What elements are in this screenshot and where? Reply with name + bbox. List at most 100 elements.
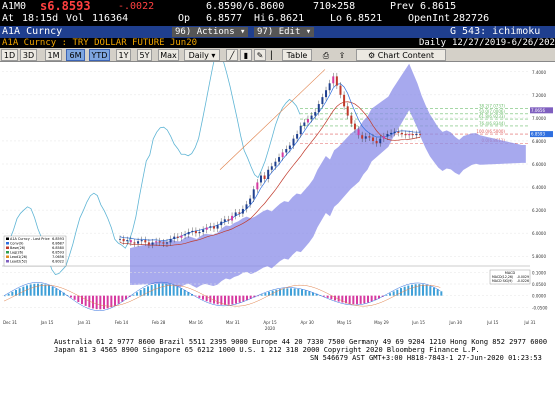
price-chart[interactable]: 7.4000 7.2000 7.0000 6.8000 6.6000 6.4000 6.20… (0, 50, 555, 334)
legend-name: Conv(9) (10, 242, 24, 246)
range-1d[interactable]: 1D (1, 49, 18, 61)
ichimoku-cloud (130, 63, 526, 288)
draw-tools-icon[interactable]: ✎ (254, 49, 266, 61)
macd-histogram-bar (132, 294, 135, 296)
security-field[interactable]: A1A Curncy (2, 26, 63, 37)
x-tick-label: Dec 31 (3, 320, 18, 325)
candle-chart-icon[interactable]: ▮ (240, 49, 252, 61)
candle-body (126, 240, 129, 242)
macd-histogram-bar (194, 295, 197, 297)
macd-histogram-bar (33, 283, 36, 296)
candle-body (209, 226, 212, 228)
candle-body (364, 136, 367, 139)
range-3d[interactable]: 3D (20, 49, 37, 61)
chart-toolbar: 1D 3D 1M 6M YTD 1Y 5Y Max Daily ▾ ╱ ▮ ✎ … (0, 48, 555, 62)
macd-histogram-bar (348, 295, 351, 304)
export-icon[interactable]: ⇪ (338, 51, 346, 60)
legend-name: Lead1(26) (10, 255, 28, 259)
macd-histogram-bar (66, 295, 69, 296)
range-1m[interactable]: 1M (45, 49, 62, 61)
range-6m[interactable]: 6M (66, 49, 85, 61)
macd-legend-title: MACD (505, 271, 516, 275)
candle-body (386, 134, 389, 137)
candle-body (393, 131, 396, 133)
macd-histogram-bar (279, 289, 281, 296)
macd-histogram-bar (26, 285, 28, 296)
x-tick-label: Jun 15 (411, 320, 425, 325)
candle-body (256, 182, 259, 190)
macd-histogram-bar (198, 295, 201, 298)
separator-icon: ▏ (271, 51, 278, 60)
candle-body (350, 115, 353, 124)
macd-histogram-bar (359, 295, 362, 304)
candle-body (278, 157, 281, 162)
macd-histogram-bar (242, 295, 245, 302)
x-tick-label: Jun 30 (448, 320, 462, 325)
macd-histogram-bar (249, 295, 252, 299)
candle-body (267, 169, 270, 179)
macd-histogram-bar (271, 290, 274, 296)
y-tick-label: 6.6000 (532, 162, 546, 167)
range-ytd[interactable]: YTD (89, 49, 110, 61)
macd-histogram-bar (246, 295, 248, 301)
candle-body (379, 138, 382, 144)
line-chart-icon[interactable]: ╱ (226, 49, 238, 61)
macd-histogram-bar (220, 295, 223, 305)
x-tick-label: Jul 15 (486, 320, 499, 325)
macd-histogram-bar (187, 292, 190, 296)
macd-histogram-bar (114, 295, 116, 306)
y-tick-label: 7.4000 (532, 70, 546, 75)
macd-histogram-bar (40, 283, 43, 296)
macd-histogram-bar (73, 295, 76, 300)
macd-histogram-bar (301, 289, 303, 296)
edit-menu[interactable]: 97) Edit ▾ (254, 27, 315, 37)
lead-tag-bg (530, 107, 553, 114)
last-price-tag: 6.8593 (531, 132, 545, 137)
macd-histogram-bar (411, 284, 413, 296)
legend-name: Lead2(52) (10, 260, 28, 264)
macd-histogram-bar (326, 295, 329, 298)
candle-body (288, 145, 291, 150)
table-button[interactable]: Table (282, 49, 312, 61)
candle-body (368, 136, 371, 138)
macd-legend-value: -0.0226 (517, 279, 529, 283)
candle-body (173, 236, 176, 239)
actions-menu[interactable]: 96) Actions ▾ (172, 27, 249, 37)
range-5y[interactable]: 5Y (137, 49, 152, 61)
macd-histogram-bar (95, 295, 98, 310)
macd-histogram-bar (290, 288, 292, 296)
vol-label: Vol (66, 13, 85, 24)
candle-body (346, 106, 349, 116)
candle-body (353, 123, 356, 130)
chart-content-label: Chart Content (377, 51, 435, 60)
range-1y[interactable]: 1Y (116, 49, 131, 61)
info-bar: A1A Curncy : TRY DOLLAR FUTURE Jun20 Dai… (0, 38, 555, 48)
candle-body (184, 234, 187, 236)
base-line (119, 101, 421, 247)
macd-histogram-bar (202, 295, 204, 300)
frequency-select[interactable]: Daily ▾ (184, 49, 220, 61)
prev-label: Prev (390, 1, 415, 12)
macd-histogram-bar (11, 291, 14, 296)
candle-body (335, 76, 338, 86)
macd-histogram-bar (136, 292, 138, 296)
x-tick-label: Apr 30 (301, 320, 315, 325)
chart-area[interactable]: 7.4000 7.2000 7.0000 6.8000 6.6000 6.4000 6.20… (0, 50, 555, 334)
macd-histogram-bar (323, 295, 325, 297)
macd-histogram-bar (275, 289, 278, 296)
macd-histogram-bar (227, 295, 230, 305)
page-title: G 543: ichimoku (450, 26, 541, 37)
macd-legend-name: MACD(12,26) (492, 275, 513, 279)
range-max[interactable]: Max (158, 49, 179, 61)
macd-histogram-bar (440, 291, 443, 296)
candle-body (241, 208, 244, 214)
macd-histogram-bar (312, 292, 314, 296)
macd-histogram-bar (356, 295, 358, 305)
candle-body (180, 235, 183, 238)
print-icon[interactable]: ⎙ (322, 51, 330, 60)
footer: Australia 61 2 9777 8600 Brazil 5511 239… (0, 334, 555, 400)
macd-histogram-bar (238, 295, 241, 303)
candle-body (223, 219, 226, 222)
candle-body (220, 221, 223, 226)
chart-content-button[interactable]: ⚙ Chart Content (356, 49, 446, 61)
